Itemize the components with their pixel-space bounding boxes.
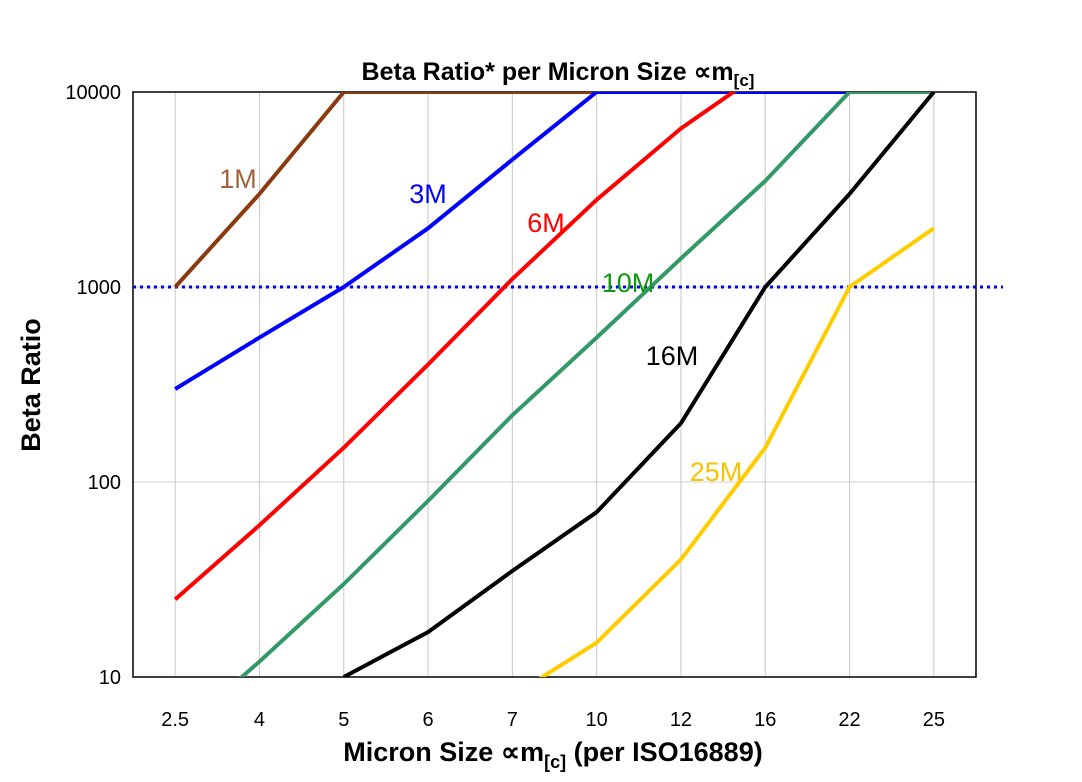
series-line-10M [238, 92, 934, 677]
x-axis-label: Micron Size ∝m[c] (per ISO16889) [343, 737, 762, 772]
series-line-3M [174, 92, 850, 391]
x-tick-label: 5 [338, 709, 349, 731]
x-tick-label: 22 [838, 709, 860, 731]
series-line-6M [173, 92, 737, 601]
x-tick-label: 16 [754, 709, 776, 731]
x-tick-label: 10 [586, 709, 608, 731]
y-tick-label: 100 [88, 472, 121, 494]
y-tick-labels: 10 100 1000 10000 [65, 82, 121, 689]
x-tick-labels: 2.5 4 5 6 7 10 12 16 22 25 [161, 709, 945, 731]
x-tick-label: 2.5 [161, 709, 189, 731]
y-axis-label: Beta Ratio [16, 318, 46, 452]
series-label-25M: 25M [690, 457, 743, 487]
y-tick-label: 1000 [77, 277, 122, 299]
gridlines [133, 91, 976, 678]
series-label-6M: 6M [527, 208, 565, 238]
series-line-25M [538, 226, 935, 677]
x-tick-label: 6 [422, 709, 433, 731]
series-label-16M: 16M [646, 341, 699, 371]
series-label-10M: 10M [602, 268, 655, 298]
series-line-1M [173, 92, 597, 289]
series-labels: 1M 3M 6M 10M 16M 25M [219, 164, 742, 487]
x-tick-label: 25 [923, 709, 945, 731]
y-tick-label: 10 [99, 667, 121, 689]
x-tick-label: 12 [670, 709, 692, 731]
y-tick-label: 10000 [65, 82, 121, 104]
series-line-16M [342, 92, 936, 677]
x-tick-label: 4 [254, 709, 265, 731]
x-tick-label: 7 [507, 709, 518, 731]
series-lines [173, 92, 936, 677]
series-label-1M: 1M [219, 164, 257, 194]
chart-title: Beta Ratio* per Micron Size ∝m[c] [362, 58, 755, 90]
series-label-3M: 3M [409, 179, 447, 209]
